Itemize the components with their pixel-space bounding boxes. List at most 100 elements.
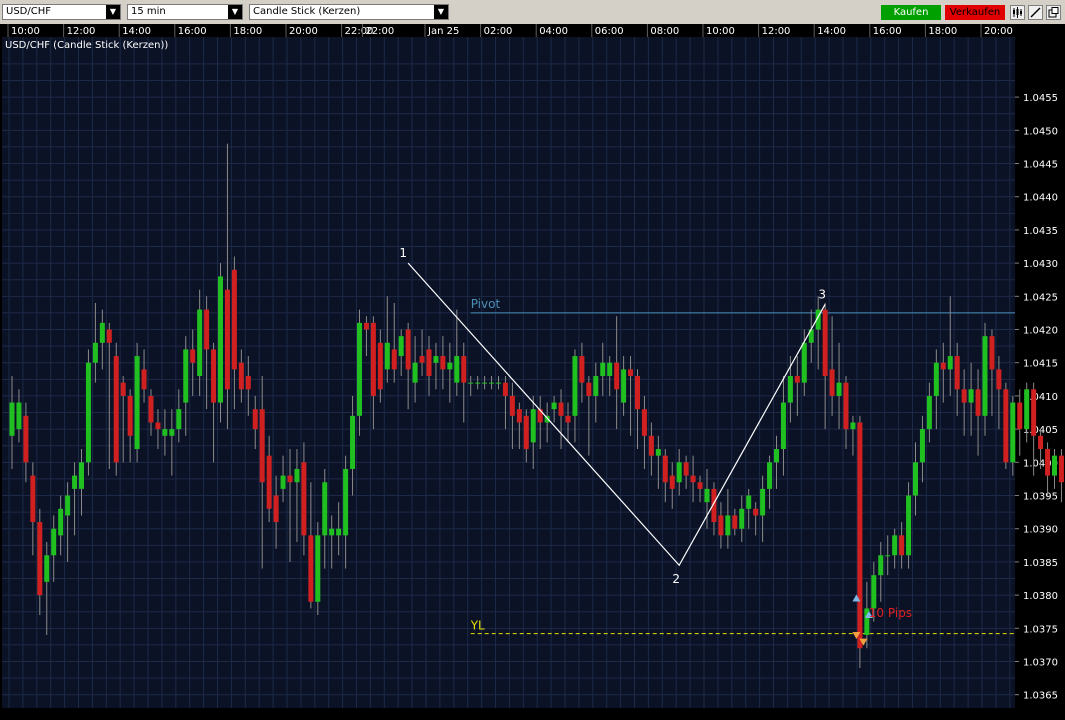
candle-body	[676, 462, 682, 483]
candle-body	[489, 382, 495, 384]
candle-body	[829, 369, 835, 396]
candle-body	[697, 482, 703, 489]
x-tick-label: 12:00	[67, 26, 96, 37]
y-tick-label: 1.0420	[1023, 326, 1058, 337]
x-tick-label: 16:00	[873, 26, 902, 37]
x-tick-label: 14:00	[122, 26, 151, 37]
candle-body	[475, 382, 481, 384]
candle-body	[1052, 455, 1057, 476]
candle-body	[343, 468, 349, 536]
candle-body	[968, 389, 974, 403]
x-tick-label: Jan 25	[427, 26, 459, 37]
pattern-point-label: 1	[399, 246, 407, 260]
candle-body	[224, 289, 230, 390]
chevron-down-icon[interactable]: ▼	[106, 5, 120, 19]
candle-body	[433, 356, 439, 363]
y-tick-label: 1.0430	[1023, 259, 1058, 270]
chevron-down-icon[interactable]: ▼	[228, 5, 242, 19]
candle-body	[836, 382, 842, 396]
draw-line-icon[interactable]	[1028, 5, 1043, 20]
x-tick-label: 22:00	[345, 26, 374, 37]
y-axis-strip	[1015, 24, 1065, 720]
candle-body	[183, 349, 189, 403]
plot-area	[2, 37, 1015, 708]
candle-body	[607, 362, 613, 376]
candle-body	[419, 356, 425, 363]
candle-body	[808, 329, 814, 343]
candle-body	[204, 309, 210, 350]
sell-button[interactable]: Verkaufen	[945, 5, 1005, 20]
candle-body	[975, 389, 981, 416]
new-window-icon[interactable]	[1046, 5, 1061, 20]
symbol-select[interactable]: USD/CHF ▼	[2, 4, 121, 20]
candle-body	[906, 495, 912, 556]
candle-body	[669, 475, 675, 489]
y-tick-label: 1.0450	[1023, 126, 1058, 137]
candle-body	[614, 362, 620, 390]
candle-body	[1017, 402, 1023, 430]
y-tick-label: 1.0380	[1023, 591, 1058, 602]
y-tick-label: 1.0410	[1023, 392, 1058, 403]
candle-body	[746, 495, 752, 509]
y-tick-label: 1.0385	[1023, 558, 1058, 569]
arrow-down-marker	[859, 638, 868, 646]
x-tick-label: 20:00	[984, 26, 1013, 37]
candle-body	[287, 475, 293, 483]
candle-body	[315, 535, 321, 602]
candle-body	[134, 356, 140, 450]
candle-body	[72, 475, 78, 489]
x-tick-label: 10:00	[706, 26, 735, 37]
candle-body	[148, 395, 154, 423]
candle-body	[739, 508, 745, 529]
candle-body	[857, 422, 863, 649]
candle-body	[760, 488, 766, 516]
candle-body	[1003, 389, 1009, 463]
candle-body	[9, 402, 15, 436]
candle-body	[732, 515, 738, 529]
candle-body	[996, 369, 1002, 390]
candle-body	[919, 429, 925, 463]
candle-body	[238, 362, 244, 390]
pattern-line	[407, 262, 826, 567]
x-tick-label: 10:00	[11, 26, 40, 37]
candle-body	[231, 269, 237, 370]
candle-body	[391, 349, 397, 370]
interval-select[interactable]: 15 min ▼	[127, 4, 243, 20]
candlestick-tool-icon[interactable]	[1010, 5, 1025, 20]
candle-body	[65, 495, 71, 516]
candle-body	[106, 329, 112, 343]
candle-body	[58, 508, 64, 536]
x-tick-label: 22:00	[365, 26, 394, 37]
candle-body	[426, 349, 432, 376]
candle-body	[357, 322, 362, 416]
candle-body	[363, 322, 369, 330]
y-tick-label: 1.0445	[1023, 160, 1058, 171]
pattern-point-label: 3	[818, 287, 826, 301]
candle-body	[801, 342, 807, 383]
candle-body	[1010, 402, 1016, 463]
candle-body	[218, 276, 223, 403]
candle-body	[245, 376, 251, 390]
candle-body	[961, 389, 967, 403]
candle-body	[502, 382, 508, 396]
candle-body	[551, 402, 557, 410]
candle-body	[162, 429, 168, 436]
candle-body	[947, 356, 953, 370]
candle-body	[648, 435, 654, 456]
candle-body	[892, 535, 898, 556]
candle-body	[377, 342, 383, 390]
candle-body	[774, 449, 779, 463]
chevron-down-icon[interactable]: ▼	[434, 5, 448, 19]
candle-body	[516, 409, 522, 423]
y-tick-label: 1.0395	[1023, 492, 1058, 503]
candle-body	[718, 515, 724, 536]
chart-style-select[interactable]: Candle Stick (Kerzen) ▼	[249, 4, 449, 20]
candle-body	[412, 362, 418, 383]
candle-body	[843, 382, 849, 430]
buy-button[interactable]: Kaufen	[881, 5, 941, 20]
candle-body	[350, 415, 356, 469]
candle-body	[565, 415, 571, 423]
candle-body	[982, 336, 988, 416]
x-tick-label: 14:00	[817, 26, 846, 37]
candle-body	[120, 382, 126, 396]
